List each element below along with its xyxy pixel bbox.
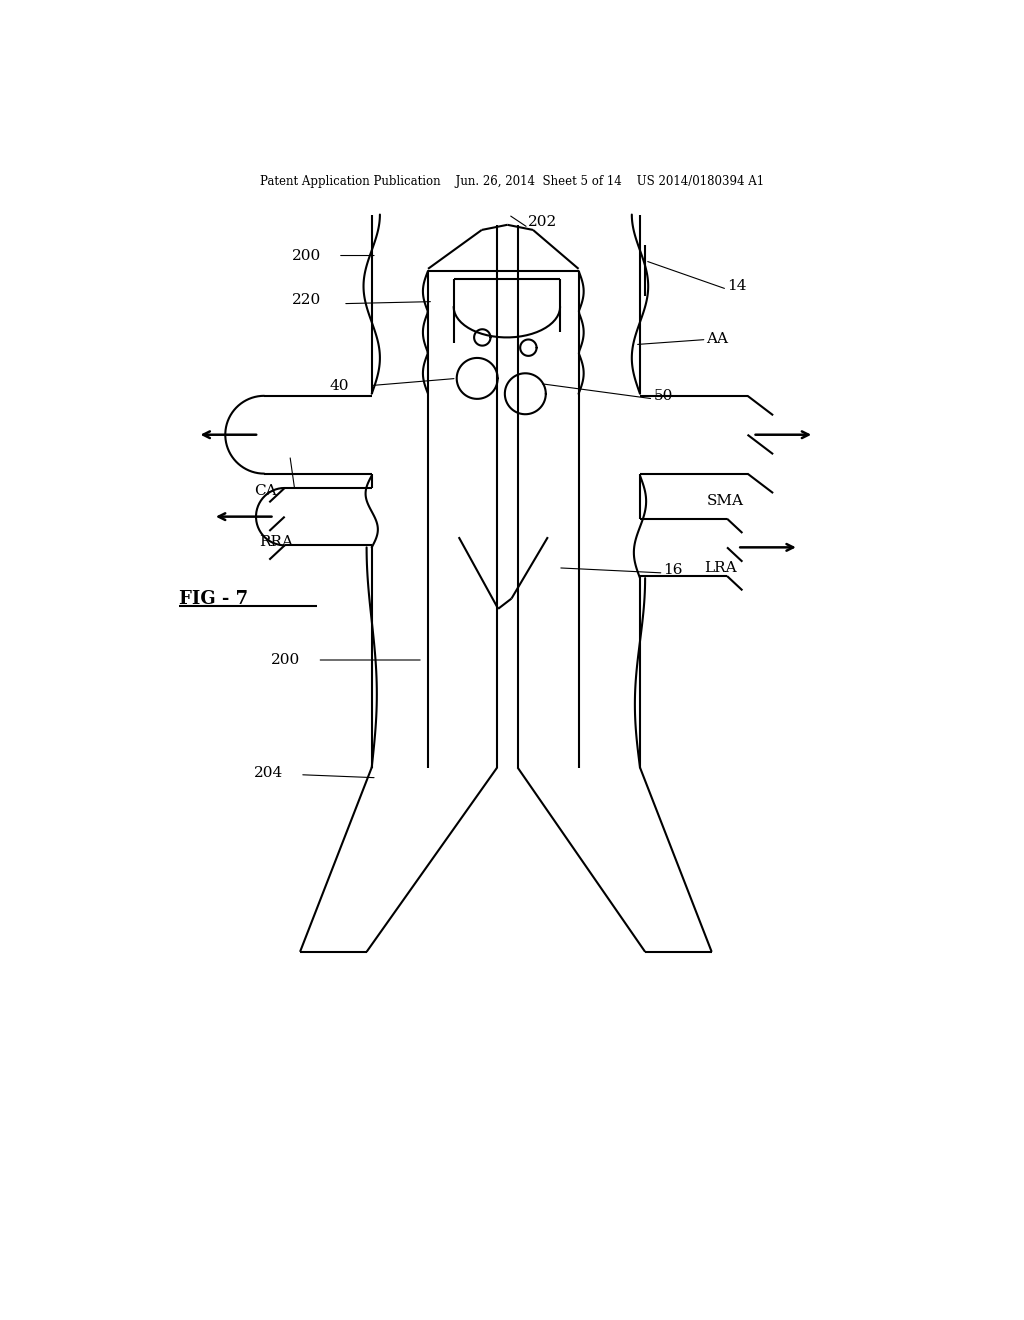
Text: FIG - 7: FIG - 7: [179, 590, 249, 607]
Text: CA: CA: [254, 484, 276, 498]
Text: 202: 202: [528, 215, 558, 228]
Text: 16: 16: [664, 562, 683, 577]
Text: RRA: RRA: [259, 535, 293, 549]
Text: 50: 50: [653, 389, 673, 403]
Text: SMA: SMA: [707, 494, 743, 508]
Text: 220: 220: [292, 293, 322, 306]
Text: 14: 14: [727, 280, 746, 293]
Text: AA: AA: [707, 333, 728, 346]
Text: 200: 200: [292, 248, 322, 263]
Text: 204: 204: [254, 766, 284, 780]
Text: LRA: LRA: [705, 561, 737, 574]
Text: Patent Application Publication    Jun. 26, 2014  Sheet 5 of 14    US 2014/018039: Patent Application Publication Jun. 26, …: [260, 174, 764, 187]
Text: 40: 40: [330, 379, 349, 392]
Text: 200: 200: [271, 653, 301, 667]
